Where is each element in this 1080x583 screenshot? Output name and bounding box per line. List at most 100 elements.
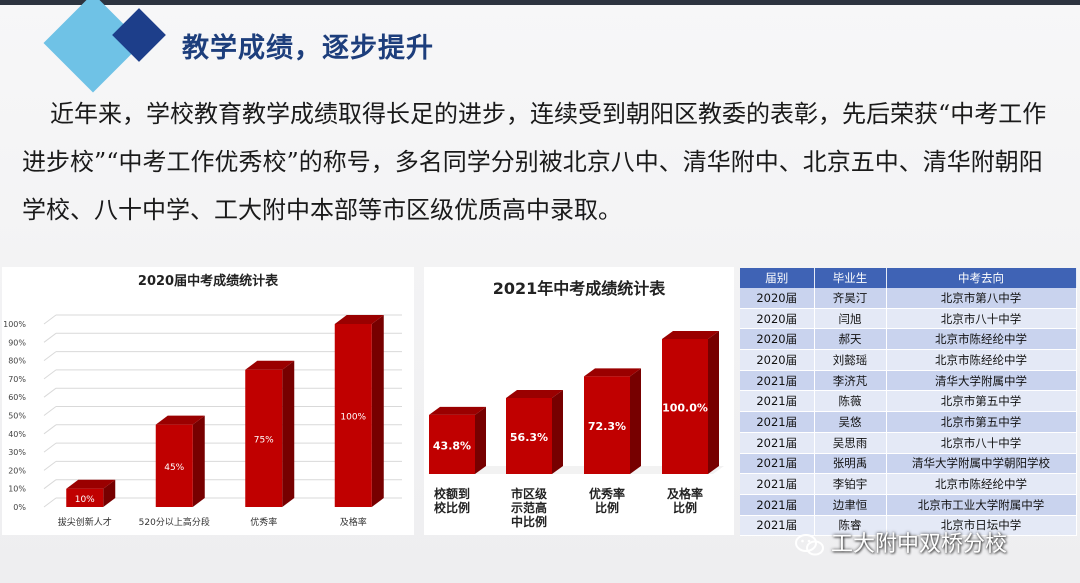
x-category-label: 拔尖创新人才	[58, 516, 112, 528]
cell-class-year: 2021届	[740, 370, 815, 392]
x-category-label: 比例	[595, 500, 619, 515]
cell-destination: 北京市工业大学附属中学	[886, 494, 1077, 516]
cell-class-year: 2020届	[740, 328, 815, 351]
y-tick-label: 90%	[8, 338, 26, 347]
cell-destination: 北京市日坛中学	[886, 515, 1077, 537]
grid-slant	[43, 314, 57, 325]
bar-value-label: 56.3%	[510, 431, 548, 444]
grid-slant	[43, 479, 57, 490]
grid-slant	[43, 387, 57, 398]
cell-destination: 清华大学附属中学	[886, 370, 1077, 392]
y-tick-label: 10%	[8, 485, 26, 494]
grid-slant	[43, 442, 57, 453]
y-tick-label: 40%	[8, 430, 26, 439]
watermark: 工大附中双桥分校	[795, 526, 1007, 558]
top-bar	[0, 0, 1080, 5]
table-row: 2021届 陈薇 北京市第五中学	[740, 390, 1077, 413]
x-category-label: 优秀率	[250, 516, 277, 528]
x-category-label: 及格率	[340, 516, 367, 528]
bar-value-label: 75%	[254, 435, 274, 445]
bar-2020	[245, 360, 295, 507]
grid-slant	[43, 369, 57, 380]
watermark-text: 工大附中双桥分校	[831, 532, 1008, 557]
table-row: 2021届 张明禹 清华大学附属中学朝阳学校	[740, 453, 1077, 475]
table-header-row: 届别 毕业生 中考去向	[740, 268, 1077, 288]
bar-value-label: 100.0%	[662, 402, 708, 415]
table-row: 2020届 刘懿瑶 北京市陈经纶中学	[740, 349, 1077, 371]
bar-value-label: 45%	[164, 463, 184, 473]
cell-destination: 北京市第八中学	[886, 288, 1077, 309]
cell-graduate: 边聿恒	[814, 494, 887, 516]
wechat-icon	[795, 534, 824, 556]
x-category-label: 市区级	[511, 486, 547, 501]
admissions-table-wrap: 届别 毕业生 中考去向 2020届 齐昊汀 北京市第八中学 2020届 闫旭 北京市八十中…	[740, 268, 1077, 537]
page-title: 教学成绩，逐步提升	[182, 33, 434, 64]
cell-graduate: 刘懿瑶	[814, 349, 887, 371]
table-row: 2020届 郝天 北京市陈经纶中学	[740, 328, 1077, 351]
bar-value-label: 43.8%	[433, 439, 471, 452]
table-row: 2021届 吴悠 北京市第五中学	[740, 411, 1077, 433]
cell-graduate: 陈睿	[814, 515, 887, 537]
cell-graduate: 齐昊汀	[814, 288, 887, 309]
cell-graduate: 张明禹	[814, 453, 887, 475]
cell-destination: 北京市八十中学	[886, 308, 1077, 330]
x-category-label: 校比例	[434, 500, 470, 515]
table-row: 2020届 闫旭 北京市八十中学	[740, 308, 1077, 330]
cell-class-year: 2021届	[740, 473, 815, 495]
cell-class-year: 2021届	[740, 432, 815, 454]
grid-slant	[43, 351, 57, 361]
cell-class-year: 2021届	[740, 494, 815, 516]
cell-graduate: 吴思雨	[814, 432, 887, 454]
cell-class-year: 2021届	[740, 453, 815, 475]
cell-graduate: 李济芃	[814, 370, 887, 392]
table-row: 2021届 李济芃 清华大学附属中学	[740, 370, 1077, 392]
grid-slant	[43, 424, 57, 435]
cell-destination: 北京市陈经纶中学	[886, 349, 1077, 371]
x-category-label: 及格率	[667, 486, 703, 501]
y-tick-label: 30%	[8, 448, 26, 457]
cell-graduate: 吴悠	[814, 411, 887, 433]
bar-2021	[662, 331, 719, 474]
x-category-label: 520分以上高分段	[139, 516, 210, 528]
y-tick-label: 80%	[8, 357, 26, 366]
chart-2020-title: 2020届中考成绩统计表	[137, 274, 279, 289]
cell-class-year: 2020届	[740, 349, 815, 371]
cell-destination: 北京市第五中学	[886, 411, 1077, 433]
table-row: 2021届 边聿恒 北京市工业大学附属中学	[740, 494, 1077, 516]
grid-slant	[43, 332, 57, 343]
grid-slant	[43, 460, 57, 471]
header-destination: 中考去向	[886, 268, 1077, 288]
x-category-label: 校额到	[434, 486, 470, 501]
bar-value-label: 10%	[75, 495, 95, 505]
cell-destination: 北京市八十中学	[886, 432, 1077, 454]
y-tick-label: 60%	[8, 393, 26, 402]
cell-graduate: 闫旭	[814, 308, 887, 330]
table-row: 2021届 陈睿 北京市日坛中学	[740, 515, 1077, 537]
cell-destination: 清华大学附属中学朝阳学校	[886, 453, 1077, 475]
cell-destination: 北京市陈经纶中学	[886, 328, 1077, 351]
chart-floor	[428, 466, 724, 474]
y-tick-label: 20%	[8, 466, 26, 475]
cell-graduate: 郝天	[814, 328, 887, 351]
header-class-year: 届别	[740, 268, 815, 288]
bar-2021	[506, 389, 563, 474]
cell-destination: 北京市第五中学	[886, 390, 1077, 413]
table-row: 2021届 李铂宇 北京市陈经纶中学	[740, 473, 1077, 495]
cell-graduate: 李铂宇	[814, 473, 887, 495]
y-tick-label: 100%	[3, 320, 26, 329]
header-graduate: 毕业生	[814, 268, 887, 288]
bar-value-label: 100%	[340, 413, 366, 423]
chart-2020: 0% 10% 20% 30% 40% 50% 60% 70% 80% 90% 100% 10% 拔尖创新…	[3, 314, 402, 528]
chart-2021-title: 2021年中考成绩统计表	[492, 279, 666, 298]
chart-2020-panel: 2020届中考成绩统计表 0% 10% 20% 30% 40% 50% 60% 70% 80% 9…	[2, 267, 414, 535]
cell-class-year: 2021届	[740, 515, 815, 537]
y-tick-label: 50%	[8, 412, 26, 421]
cell-class-year: 2021届	[740, 411, 815, 433]
table-body: 2020届 齐昊汀 北京市第八中学 2020届 闫旭 北京市八十中学 2020届 郝天 北京市陈…	[740, 288, 1077, 537]
y-tick-label: 70%	[8, 375, 26, 384]
cell-destination: 北京市陈经纶中学	[886, 473, 1077, 495]
chart-2021-panel: 2021年中考成绩统计表 43.8% 校额到 校比例 56.3% 市区级 示范高 中比例 72…	[424, 267, 734, 535]
x-category-label: 比例	[673, 500, 697, 515]
bar-2020	[155, 415, 205, 507]
